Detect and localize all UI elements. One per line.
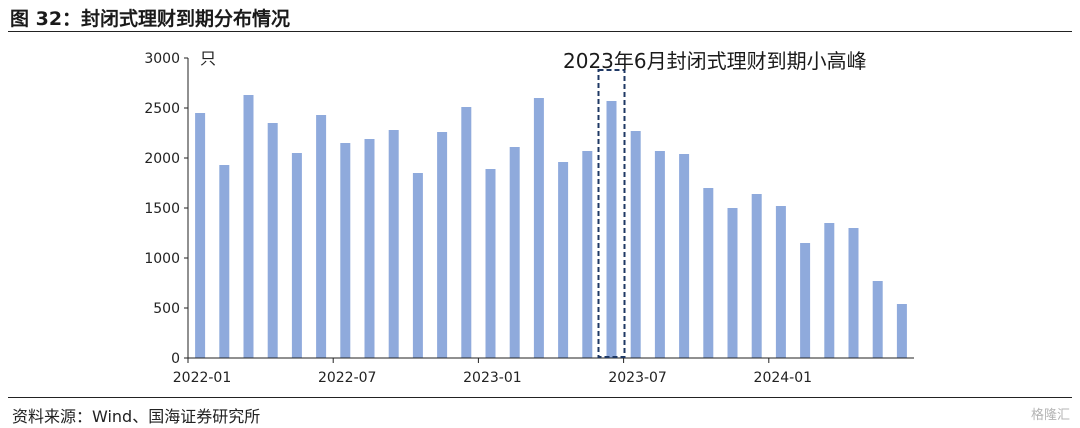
title-rule: [8, 31, 1072, 32]
bar-2022-10: [412, 173, 423, 358]
bar-2022-12: [461, 107, 472, 358]
bar-2023-09: [679, 154, 690, 358]
bar-2023-02: [509, 147, 520, 358]
y-tick-label-3000: 3000: [144, 51, 180, 67]
watermark-logo: 格隆汇: [1030, 408, 1070, 423]
y-tick-label-1500: 1500: [144, 201, 180, 217]
bar-2023-01: [485, 169, 496, 358]
bar-2022-04: [267, 123, 278, 358]
bar-2023-08: [654, 151, 665, 358]
bar-2024-04: [848, 228, 859, 358]
bar-2022-07: [340, 143, 351, 358]
bar-2023-05: [582, 151, 593, 358]
bar-2024-03: [824, 223, 835, 358]
bar-2022-02: [219, 165, 230, 358]
bar-2023-03: [533, 98, 544, 358]
bar-2022-05: [291, 153, 302, 358]
highlight-box: [597, 69, 626, 358]
x-tick-label-2023-01: 2023-01: [463, 370, 522, 386]
y-tick-label-1000: 1000: [144, 251, 180, 267]
bar-2022-11: [437, 132, 448, 358]
y-tick-label-500: 500: [153, 301, 180, 317]
figure-title: 图 32：封闭式理财到期分布情况: [10, 8, 291, 30]
x-tick-label-2022-07: 2022-07: [318, 370, 377, 386]
bar-2022-09: [388, 130, 399, 358]
x-tick-label-2023-07: 2023-07: [608, 370, 667, 386]
bar-2024-02: [800, 243, 811, 358]
bar-2022-01: [195, 113, 206, 358]
bar-2023-04: [558, 162, 569, 358]
highlight-annotation: 2023年6月封闭式理财到期小高峰: [563, 49, 867, 73]
bar-2022-06: [316, 115, 327, 358]
source-rule: [8, 397, 1072, 398]
bar-2023-11: [727, 208, 738, 358]
y-tick-label-2500: 2500: [144, 101, 180, 117]
bar-2023-06: [606, 101, 617, 358]
x-tick-label-2022-01: 2022-01: [173, 370, 232, 386]
bar-2023-12: [751, 194, 762, 358]
bar-2024-06: [896, 304, 907, 358]
bar-2024-01: [775, 206, 786, 358]
source-note: 资料来源：Wind、国海证券研究所: [12, 407, 261, 426]
bar-2023-10: [703, 188, 714, 358]
bar-2023-07: [630, 131, 641, 358]
bar-2022-03: [243, 95, 254, 358]
x-tick-label-2024-01: 2024-01: [754, 370, 813, 386]
y-axis-unit: 只: [200, 49, 216, 68]
y-tick-label-0: 0: [171, 351, 180, 367]
y-tick-label-2000: 2000: [144, 151, 180, 167]
bar-2024-05: [872, 281, 883, 358]
bar-2022-08: [364, 139, 375, 358]
